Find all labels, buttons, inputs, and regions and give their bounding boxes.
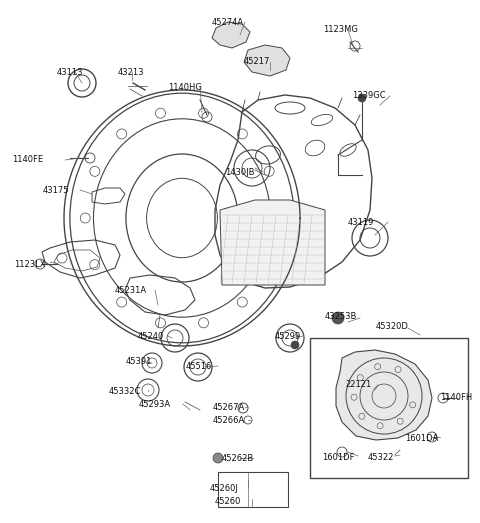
Circle shape: [332, 312, 344, 324]
Circle shape: [213, 453, 223, 463]
Text: 1123MG: 1123MG: [323, 25, 358, 34]
Polygon shape: [244, 45, 290, 76]
Circle shape: [358, 94, 366, 102]
Text: 1140HG: 1140HG: [168, 83, 202, 92]
Text: 1601DA: 1601DA: [405, 434, 438, 443]
Text: 45322: 45322: [368, 453, 395, 462]
Text: 1123LX: 1123LX: [14, 260, 46, 269]
Bar: [310, 338, 468, 478]
Text: 45320D: 45320D: [376, 322, 409, 331]
Text: 43175: 43175: [43, 186, 70, 195]
Text: 43253B: 43253B: [325, 312, 358, 321]
Text: 1339GC: 1339GC: [352, 91, 385, 100]
Text: 45299: 45299: [275, 332, 301, 341]
Text: 22121: 22121: [345, 380, 371, 389]
Text: 1140FE: 1140FE: [12, 155, 43, 164]
Text: 45274A: 45274A: [212, 18, 244, 27]
Text: 45231A: 45231A: [115, 286, 147, 295]
Text: 45332C: 45332C: [109, 387, 142, 396]
Text: 43119: 43119: [348, 218, 374, 227]
Text: 45266A: 45266A: [213, 416, 245, 425]
Text: 45293A: 45293A: [139, 400, 171, 409]
Text: 45217: 45217: [244, 57, 270, 66]
Text: 43213: 43213: [118, 68, 144, 77]
Text: 45267A: 45267A: [213, 403, 245, 412]
Text: 1430JB: 1430JB: [225, 168, 254, 177]
Text: 45260J: 45260J: [210, 484, 239, 493]
Text: 43113: 43113: [57, 68, 84, 77]
Text: 1601DF: 1601DF: [322, 453, 355, 462]
Text: 45516: 45516: [186, 362, 212, 371]
Polygon shape: [212, 22, 250, 48]
Polygon shape: [220, 200, 325, 285]
Text: 45240: 45240: [138, 332, 164, 341]
Circle shape: [291, 341, 299, 349]
Text: 1140FH: 1140FH: [440, 393, 472, 402]
Text: 45260: 45260: [215, 497, 241, 506]
Text: 45262B: 45262B: [222, 454, 254, 463]
Text: 45391: 45391: [126, 357, 152, 366]
Bar: [218, 472, 288, 507]
Polygon shape: [336, 350, 432, 440]
